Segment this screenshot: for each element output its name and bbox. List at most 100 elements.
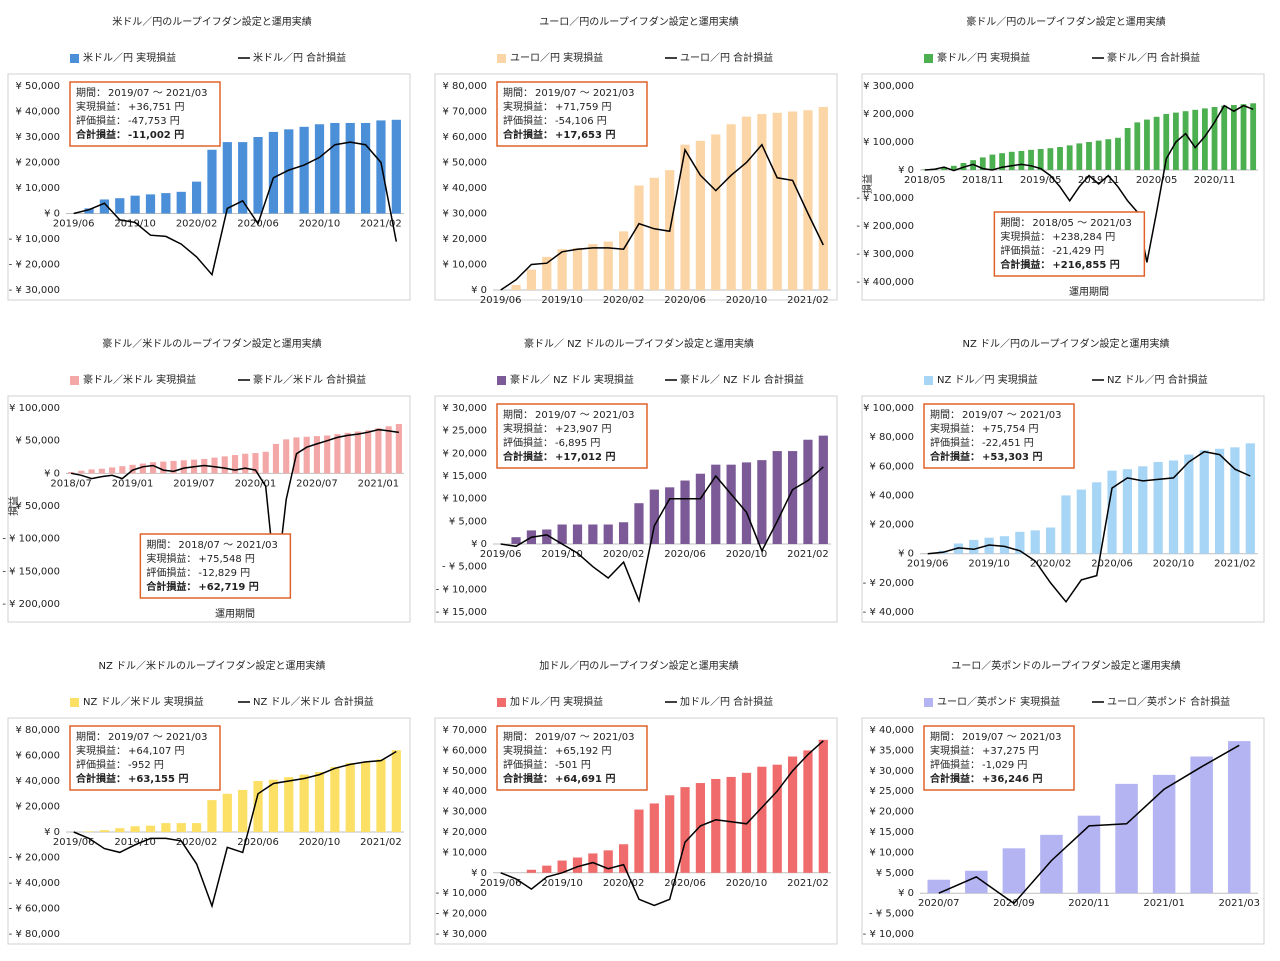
bar [787, 756, 798, 873]
bar [588, 524, 598, 544]
x-tick-label: 2018/11 [962, 175, 1004, 186]
x-tick-label: 2020/06 [1091, 559, 1133, 570]
legend-label: ユーロ／英ポンド 合計損益 [1107, 695, 1230, 708]
y-tick-label: - ¥ 80,000 [9, 929, 60, 940]
bar [238, 789, 248, 832]
bar [385, 426, 392, 474]
bar [634, 809, 644, 873]
bar [345, 122, 355, 214]
y-tick-label: ¥ 20,000 [869, 807, 914, 818]
y-tick-label: - ¥ 40,000 [9, 878, 60, 889]
y-tick-label: ¥ 80,000 [15, 725, 60, 736]
y-tick-label: ¥ 0 [44, 209, 60, 220]
annotation-value: 2019/07 ～ 2021/03 [535, 88, 634, 99]
bar [1015, 531, 1025, 554]
bar [1076, 143, 1083, 170]
annotation-value: +75,754 円 [982, 424, 1039, 435]
x-tick-label: 2019/10 [541, 295, 583, 306]
annotation-label: 評価損益： [146, 566, 196, 579]
legend-swatch [70, 376, 79, 385]
x-axis-label: 運用期間 [1069, 286, 1109, 298]
annotation-box [993, 211, 1146, 277]
x-tick-label: 2021/02 [787, 549, 829, 560]
bar [1122, 469, 1133, 554]
bar [1030, 530, 1040, 554]
annotation-label: 評価損益： [930, 436, 980, 449]
y-tick-label: ¥ 200,000 [863, 109, 914, 120]
bar [391, 750, 401, 832]
legend-label: 豪ドル／ NZ ドル 実現損益 [510, 373, 634, 386]
annotation-box [923, 725, 1075, 791]
bar [145, 825, 156, 832]
bar [376, 120, 386, 214]
bar [979, 157, 986, 170]
y-tick-label: ¥ 0 [471, 285, 487, 296]
bar [542, 529, 552, 544]
bar [314, 124, 325, 214]
bar [109, 467, 116, 474]
bar [139, 463, 146, 474]
bar [115, 198, 125, 214]
x-tick-label: 2020/01 [235, 478, 277, 489]
x-tick-label: 2020/10 [299, 837, 341, 848]
x-tick-label: 2019/07 [173, 478, 215, 489]
bar [999, 536, 1010, 554]
total-line [70, 428, 400, 588]
bar [1095, 140, 1102, 170]
bar [772, 112, 782, 291]
bar [1201, 108, 1208, 170]
bar [603, 850, 613, 873]
bar [511, 284, 521, 290]
x-tick-label: 2021/02 [360, 219, 402, 230]
bar [1144, 119, 1150, 170]
y-tick-label: ¥ 20,000 [442, 827, 487, 838]
y-tick-label: - ¥ 100,000 [856, 193, 914, 204]
bar [211, 457, 218, 474]
bar [161, 193, 171, 214]
bar [344, 432, 351, 474]
bar [726, 464, 736, 544]
bar [1115, 137, 1121, 170]
bar [695, 783, 706, 873]
bar [711, 464, 721, 544]
y-tick-label: ¥ 0 [44, 468, 60, 479]
legend-label: 豪ドル／円 実現損益 [937, 51, 1030, 64]
bar [334, 434, 341, 474]
annotation-box [496, 725, 648, 791]
y-tick-label: - ¥ 40,000 [863, 607, 914, 618]
y-tick-label: ¥ 60,000 [869, 461, 914, 472]
bar [330, 766, 340, 832]
x-tick-label: 2020/07 [918, 898, 960, 909]
annotation-value: 2019/07 ～ 2021/03 [535, 732, 634, 743]
y-tick-label: ¥ 80,000 [442, 81, 487, 92]
legend-label: 米ドル／円 合計損益 [253, 51, 346, 64]
annotation-label: 期間： [146, 539, 176, 551]
annotation-label: 評価損益： [503, 436, 553, 449]
annotation-value: +17,653 円 [555, 129, 615, 141]
bar [1153, 461, 1163, 554]
x-tick-label: 2020/02 [1030, 559, 1072, 570]
y-tick-label: ¥ 25,000 [869, 786, 914, 797]
bar [542, 865, 552, 873]
bar [376, 759, 386, 832]
bar [1045, 527, 1056, 554]
x-tick-label: 2020/06 [664, 295, 706, 306]
bar [1040, 834, 1063, 894]
y-tick-label: ¥ 100,000 [9, 403, 60, 414]
y-tick-label: ¥ 10,000 [15, 183, 60, 194]
y-tick-label: ¥ 20,000 [15, 158, 60, 169]
bar [1115, 783, 1138, 894]
annotation-value: +37,275 円 [982, 746, 1039, 757]
bar [130, 195, 140, 214]
bar [634, 185, 644, 290]
bar [130, 826, 140, 832]
annotation-value: +64,107 円 [128, 746, 185, 757]
bar [360, 122, 371, 214]
bar [360, 761, 371, 832]
annotation-label: 実現損益： [930, 422, 980, 435]
annotation-value: +53,303 円 [982, 451, 1042, 463]
x-tick-label: 2021/01 [1143, 898, 1185, 909]
y-tick-label: - ¥ 30,000 [436, 929, 487, 940]
